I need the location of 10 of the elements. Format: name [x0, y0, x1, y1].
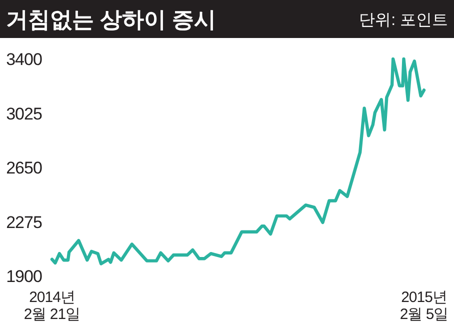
x-tick-label: 2015년 2월 5일	[400, 289, 448, 323]
y-tick-label: 2650	[6, 158, 42, 178]
y-tick-label: 1900	[6, 267, 42, 286]
line-series	[50, 57, 426, 266]
y-tick-label: 2275	[6, 212, 42, 232]
y-tick-label: 3400	[6, 50, 42, 69]
x-tick-label: 2014년 2월 21일	[24, 289, 80, 323]
chart-title: 거침없는 상하이 증시	[6, 7, 216, 32]
chart-subtitle: 단위: 포인트	[359, 12, 448, 29]
y-tick-label: 3025	[6, 104, 42, 124]
